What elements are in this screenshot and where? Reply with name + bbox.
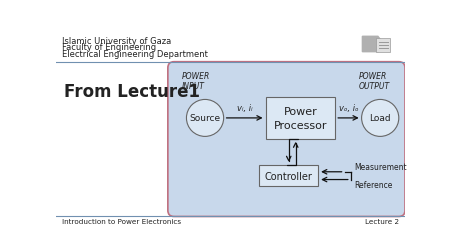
Text: Source: Source <box>189 114 220 123</box>
Text: Electrical Engineering Department: Electrical Engineering Department <box>63 50 208 59</box>
FancyBboxPatch shape <box>168 62 405 217</box>
Text: POWER
OUTPUT: POWER OUTPUT <box>359 72 390 91</box>
Text: Islamic University of Gaza: Islamic University of Gaza <box>63 36 172 45</box>
Text: Reference: Reference <box>354 181 392 190</box>
Text: Load: Load <box>369 114 391 123</box>
Text: Controller: Controller <box>265 171 313 181</box>
Polygon shape <box>362 37 384 52</box>
Text: Measurement: Measurement <box>354 162 406 171</box>
Circle shape <box>362 100 399 137</box>
Text: vᵢ, iᵢ: vᵢ, iᵢ <box>237 103 252 112</box>
Text: Introduction to Power Electronics: Introduction to Power Electronics <box>63 218 181 224</box>
FancyBboxPatch shape <box>259 165 318 187</box>
Text: Power
Processor: Power Processor <box>274 107 327 130</box>
Text: Lecture 2: Lecture 2 <box>364 218 399 224</box>
Text: vₒ, iₒ: vₒ, iₒ <box>338 103 358 112</box>
Circle shape <box>186 100 224 137</box>
Text: Faculty of Engineering: Faculty of Engineering <box>63 43 157 52</box>
FancyBboxPatch shape <box>266 98 335 139</box>
Text: POWER
INPUT: POWER INPUT <box>182 72 210 91</box>
Text: From Lecture1: From Lecture1 <box>64 82 200 100</box>
FancyBboxPatch shape <box>376 39 390 52</box>
